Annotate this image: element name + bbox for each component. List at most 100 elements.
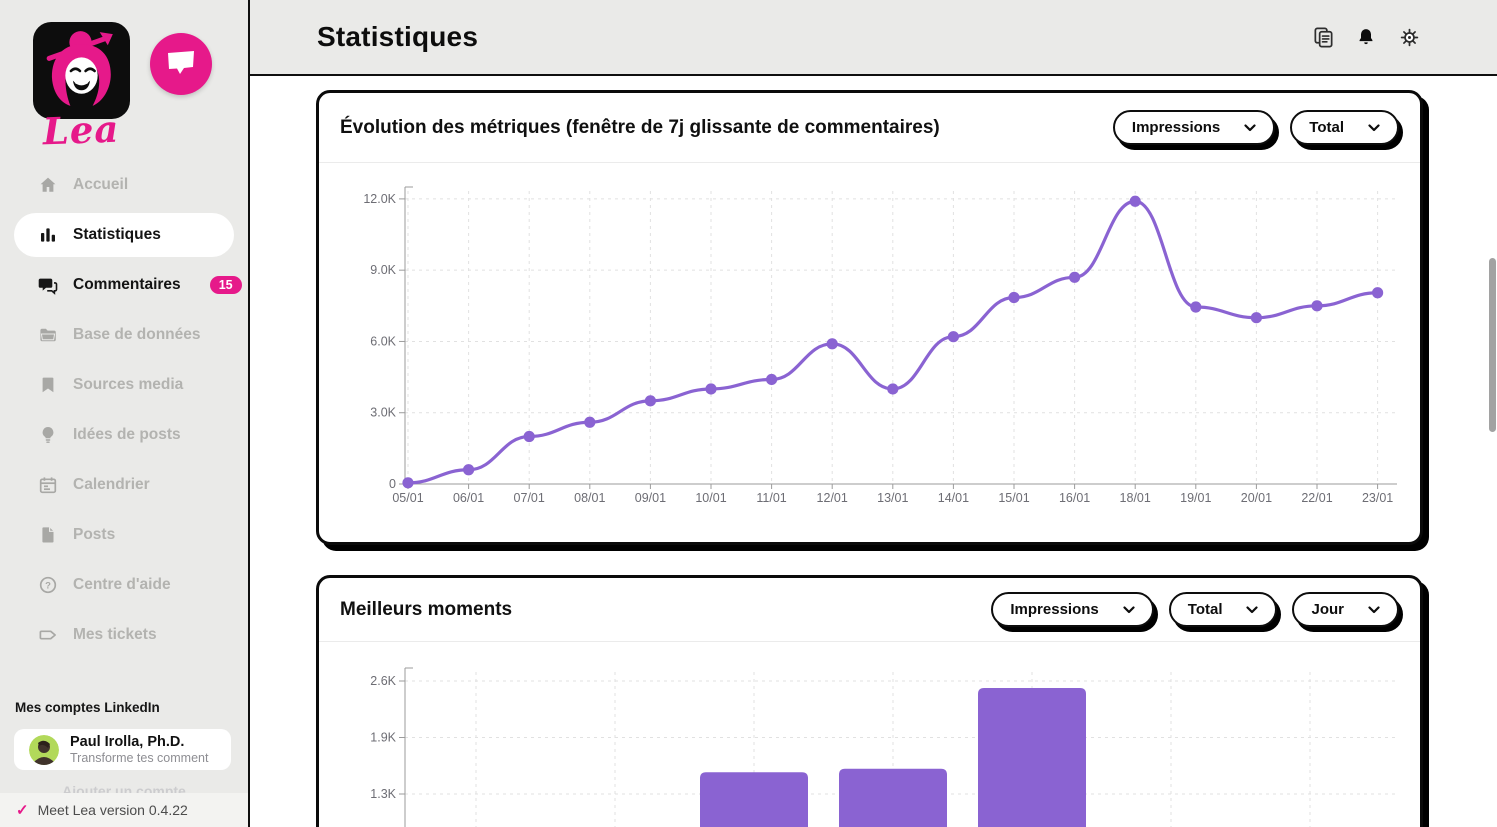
- moments-filters: Impressions Total Jour: [991, 592, 1399, 627]
- ticket-icon: [37, 625, 58, 646]
- sidebar-item-label: Sources media: [73, 376, 184, 393]
- sidebar-item-statistiques[interactable]: Statistiques: [14, 213, 234, 257]
- svg-text:14/01: 14/01: [938, 491, 969, 505]
- filter-label: Total: [1309, 119, 1344, 136]
- svg-text:16/01: 16/01: [1059, 491, 1090, 505]
- svg-text:3.0K: 3.0K: [370, 406, 396, 420]
- home-icon: [37, 175, 58, 196]
- help-icon: ?: [37, 575, 58, 596]
- svg-text:20/01: 20/01: [1241, 491, 1272, 505]
- gear-icon[interactable]: [1397, 25, 1421, 49]
- chevron-down-icon: [1368, 123, 1380, 132]
- sidebar: Lea Accueil Statistiques Commentaires 15 Bas…: [0, 0, 250, 827]
- svg-text:13/01: 13/01: [877, 491, 908, 505]
- folder-icon: [37, 325, 58, 346]
- bar-chart: 1.3K 1.9K 2.6K: [319, 642, 1420, 827]
- comments-count-badge: 15: [209, 275, 242, 295]
- sidebar-item-posts[interactable]: Posts: [0, 510, 248, 560]
- svg-text:22/01: 22/01: [1301, 491, 1332, 505]
- sidebar-item-label: Calendrier: [73, 476, 150, 493]
- best-moments-card: Meilleurs moments Impressions Total Jour 1…: [316, 575, 1423, 827]
- sidebar-item-label: Idées de posts: [73, 426, 181, 443]
- chevron-down-icon: [1246, 605, 1259, 614]
- bookmark-icon: [37, 375, 58, 396]
- chevron-down-icon: [1368, 605, 1380, 614]
- sidebar-nav: Accueil Statistiques Commentaires 15 Base de…: [0, 160, 248, 660]
- sidebar-item-centre-d-aide[interactable]: ? Centre d'aide: [0, 560, 248, 610]
- speech-bubble-glyph: [168, 51, 194, 74]
- sidebar-item-mes-tickets[interactable]: Mes tickets: [0, 610, 248, 660]
- version-text: Meet Lea version 0.4.22: [37, 802, 188, 818]
- page-title: Statistiques: [317, 21, 479, 52]
- account-name: Paul Irolla, Ph.D.: [70, 733, 185, 750]
- svg-text:18/01: 18/01: [1120, 491, 1151, 505]
- calendar-icon: [37, 475, 58, 496]
- sidebar-item-label: Mes tickets: [73, 626, 157, 643]
- svg-text:12/01: 12/01: [817, 491, 848, 505]
- filter-label: Impressions: [1010, 601, 1099, 618]
- bar-chart-icon: [37, 225, 58, 246]
- filter-total-dropdown[interactable]: Total: [1290, 110, 1399, 145]
- svg-text:07/01: 07/01: [514, 491, 545, 505]
- svg-text:9.0K: 9.0K: [370, 263, 396, 277]
- accounts-heading: Mes comptes LinkedIn: [15, 700, 160, 715]
- check-icon: ✓: [16, 802, 29, 819]
- svg-text:0: 0: [389, 477, 396, 491]
- svg-text:19/01: 19/01: [1180, 491, 1211, 505]
- svg-text:05/01: 05/01: [392, 491, 423, 505]
- svg-text:15/01: 15/01: [998, 491, 1029, 505]
- sidebar-item-label: Centre d'aide: [73, 576, 171, 593]
- sidebar-item-calendrier[interactable]: Calendrier: [0, 460, 248, 510]
- sidebar-item-label: Commentaires: [73, 276, 181, 293]
- svg-text:09/01: 09/01: [635, 491, 666, 505]
- card-title-moments: Meilleurs moments: [340, 598, 513, 620]
- clipboard-icon[interactable]: [1311, 25, 1335, 49]
- sidebar-item-base-de-donnees[interactable]: Base de données: [0, 310, 248, 360]
- filter-impressions-dropdown[interactable]: Impressions: [991, 592, 1154, 627]
- lightbulb-icon: [37, 425, 58, 446]
- card-title-metrics: Évolution des métriques (fenêtre de 7j g…: [340, 116, 940, 138]
- chat-bubble-icon[interactable]: [150, 33, 212, 95]
- account-subtitle: Transforme tes comment: [70, 751, 209, 766]
- document-icon: [37, 525, 58, 546]
- filter-label: Total: [1187, 601, 1223, 618]
- brand-name: Lea: [41, 106, 121, 154]
- svg-text:12.0K: 12.0K: [363, 192, 396, 206]
- svg-text:1.9K: 1.9K: [370, 731, 396, 745]
- sidebar-item-idees-de-posts[interactable]: Idées de posts: [0, 410, 248, 460]
- metrics-filters: Impressions Total: [1112, 110, 1399, 145]
- chevron-down-icon: [1123, 605, 1135, 614]
- svg-text:06/01: 06/01: [453, 491, 484, 505]
- chevron-down-icon: [1244, 123, 1256, 132]
- sidebar-item-sources-media[interactable]: Sources media: [0, 360, 248, 410]
- bell-icon[interactable]: [1354, 25, 1378, 49]
- filter-jour-dropdown[interactable]: Jour: [1292, 592, 1399, 627]
- version-bar: ✓ Meet Lea version 0.4.22: [0, 793, 248, 827]
- comments-icon: [37, 275, 58, 296]
- sidebar-item-label: Statistiques: [73, 226, 161, 243]
- scrollbar-thumb[interactable]: [1489, 258, 1496, 432]
- filter-label: Impressions: [1131, 119, 1221, 136]
- lea-face-icon: [33, 22, 130, 119]
- sidebar-item-label: Accueil: [73, 176, 129, 193]
- filter-total-dropdown[interactable]: Total: [1168, 592, 1278, 627]
- svg-text:10/01: 10/01: [695, 491, 726, 505]
- sidebar-item-commentaires[interactable]: Commentaires 15: [0, 260, 248, 310]
- filter-label: Jour: [1311, 601, 1344, 618]
- sidebar-item-accueil[interactable]: Accueil: [0, 160, 248, 210]
- sidebar-item-label: Posts: [73, 526, 116, 543]
- svg-text:08/01: 08/01: [574, 491, 605, 505]
- svg-text:2.6K: 2.6K: [370, 674, 396, 688]
- svg-text:23/01: 23/01: [1362, 491, 1393, 505]
- svg-text:11/01: 11/01: [756, 491, 786, 505]
- svg-text:?: ?: [45, 580, 51, 591]
- line-chart: 05/01 06/01 07/01 08/01 09/01 10/01 11/01 12/01…: [319, 163, 1420, 542]
- top-header: Statistiques: [250, 0, 1497, 76]
- account-card[interactable]: Paul Irolla, Ph.D. Transforme tes commen…: [14, 729, 231, 770]
- svg-text:1.3K: 1.3K: [370, 787, 396, 801]
- svg-text:6.0K: 6.0K: [370, 334, 396, 348]
- metrics-evolution-card: Évolution des métriques (fenêtre de 7j g…: [316, 90, 1423, 545]
- filter-impressions-dropdown[interactable]: Impressions: [1112, 110, 1276, 145]
- lea-logo[interactable]: [33, 22, 130, 119]
- avatar: [29, 734, 59, 765]
